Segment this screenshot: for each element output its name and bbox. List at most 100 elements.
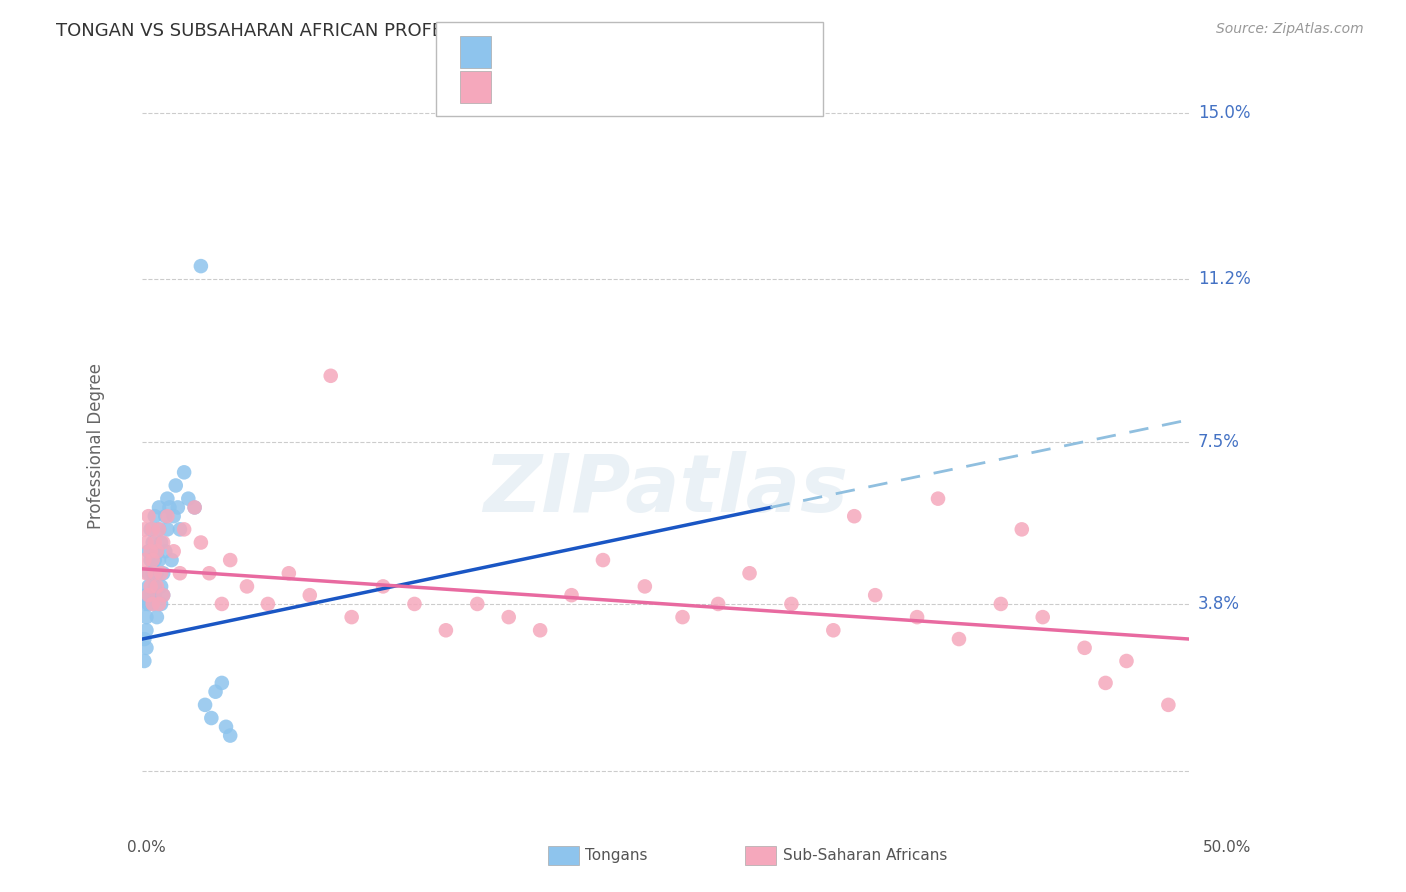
Point [927,491,949,506]
Text: Professional Degree: Professional Degree [87,363,105,529]
Point [498,610,520,624]
Point [148,553,170,567]
Point [219,729,242,743]
Point [1094,676,1116,690]
Point [1032,610,1054,624]
Text: R =: R = [502,78,533,96]
Point [143,588,166,602]
Point [146,579,169,593]
Point [165,478,187,492]
Point [138,579,160,593]
Point [148,500,170,515]
Point [139,522,162,536]
Point [155,509,177,524]
Point [948,632,970,646]
Point [139,544,162,558]
Point [183,500,205,515]
Point [738,566,761,581]
Text: 0.0%: 0.0% [127,840,166,855]
Point [198,566,221,581]
Point [634,579,657,593]
Point [298,588,321,602]
Point [211,597,233,611]
Point [200,711,222,725]
Point [1073,640,1095,655]
Point [138,544,160,558]
Point [1157,698,1180,712]
Point [707,597,730,611]
Point [219,553,242,567]
Text: N =: N = [617,78,648,96]
Point [236,579,259,593]
Point [152,535,174,549]
Point [529,624,551,638]
Point [257,597,280,611]
Point [146,544,169,558]
Text: 15.0%: 15.0% [1198,103,1250,121]
Point [135,566,157,581]
Point [142,597,165,611]
Point [143,579,166,593]
Point [166,500,188,515]
Point [204,684,226,698]
Point [215,720,238,734]
Point [190,535,212,549]
Point [150,597,173,611]
Point [138,509,160,524]
Point [156,509,179,524]
Point [434,624,457,638]
Point [163,544,186,558]
Point [277,566,299,581]
Point [139,588,162,602]
Point [863,588,886,602]
Point [561,588,583,602]
Point [135,610,157,624]
Point [138,588,160,602]
Point [134,553,156,567]
Point [146,610,169,624]
Point [138,566,160,581]
Text: 11.2%: 11.2% [1198,270,1250,288]
Point [138,597,160,611]
Point [142,535,165,549]
Point [163,509,186,524]
Point [148,522,170,536]
Text: Sub-Saharan Africans: Sub-Saharan Africans [783,848,948,863]
Point [671,610,693,624]
Point [142,597,165,611]
Point [148,522,170,536]
Point [823,624,845,638]
Text: TONGAN VS SUBSAHARAN AFRICAN PROFESSIONAL DEGREE CORRELATION CHART: TONGAN VS SUBSAHARAN AFRICAN PROFESSIONA… [56,22,801,40]
Point [780,597,803,611]
Text: 61: 61 [659,78,683,96]
Text: -0.246: -0.246 [537,78,599,96]
Point [139,553,162,567]
Point [340,610,363,624]
Text: 0.213: 0.213 [544,43,599,61]
Point [143,553,166,567]
Point [183,500,205,515]
Point [990,597,1012,611]
Point [169,522,191,536]
Point [152,588,174,602]
Point [142,522,165,536]
Point [465,597,488,611]
Text: N =: N = [617,43,648,61]
Point [139,579,162,593]
Point [159,500,181,515]
Point [150,566,173,581]
Point [319,368,342,383]
Text: 3.8%: 3.8% [1198,595,1240,613]
Point [143,509,166,524]
Point [371,579,394,593]
Point [844,509,866,524]
Point [1011,522,1033,536]
Point [134,654,156,668]
Point [150,579,173,593]
Point [173,466,195,480]
Point [173,522,195,536]
Text: Source: ZipAtlas.com: Source: ZipAtlas.com [1216,22,1364,37]
Point [404,597,426,611]
Point [155,544,177,558]
Point [134,522,156,536]
